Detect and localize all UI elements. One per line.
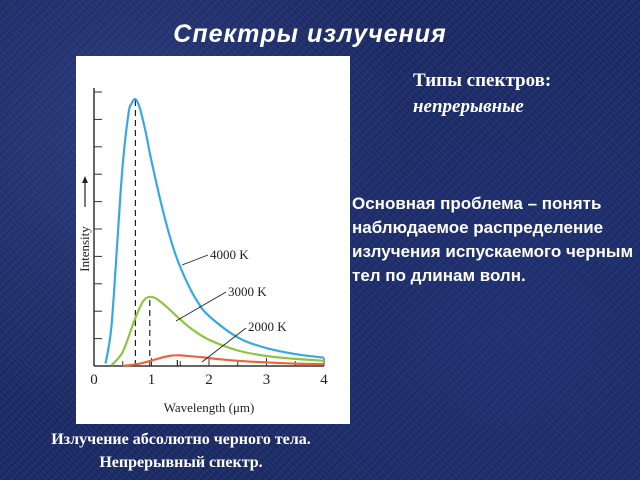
- y-axis-label: Intensity: [77, 226, 92, 272]
- series-label-leader: [181, 254, 209, 266]
- peak-markers: [134, 99, 178, 366]
- spectrum-types-value: непрерывные: [413, 96, 524, 117]
- spectrum-types-heading: Типы спектров:: [413, 70, 552, 91]
- series-line-4000k: [104, 97, 325, 364]
- series-label-leader: [175, 291, 227, 322]
- series-label-leader: [201, 327, 247, 363]
- x-tick-label: 4: [320, 372, 328, 388]
- chart-curves: [104, 97, 325, 368]
- series-line-3000k: [110, 295, 325, 367]
- chart-labels: 4000 K 3000 K 2000 K: [175, 247, 287, 363]
- chart-axes: 0 1 2 3 4 Wavelength (μm) Intensity: [77, 88, 328, 415]
- caption-line-2: Непрерывный спектр.: [99, 454, 263, 471]
- series-label: 3000 K: [228, 284, 267, 299]
- main-problem-text: Основная проблема – понять наблюдаемое р…: [352, 194, 634, 285]
- x-axis-label: Wavelength (μm): [164, 400, 255, 415]
- y-axis-arrow-head: [82, 176, 88, 183]
- caption-line-1: Излучение абсолютно черного тела.: [51, 431, 311, 448]
- series-label: 2000 K: [248, 319, 287, 334]
- x-tick-label: 2: [205, 372, 213, 388]
- x-tick-label: 1: [148, 372, 156, 388]
- chart-canvas: 0 1 2 3 4 Wavelength (μm) Intensity 4000 K 3000…: [77, 88, 328, 415]
- slide-title: Спектры излучения: [173, 20, 447, 48]
- blackbody-chart: 0 1 2 3 4 Wavelength (μm) Intensity 4000 K 3000…: [76, 56, 350, 424]
- slide-caption: Излучение абсолютно черного тела. Непрер…: [0, 428, 362, 474]
- series-line-2000k: [122, 354, 325, 368]
- spectrum-types-block: Типы спектров: непрерывные: [413, 68, 551, 120]
- x-tick-label: 0: [90, 372, 98, 388]
- series-label: 4000 K: [210, 247, 249, 262]
- x-tick-label: 3: [263, 372, 271, 388]
